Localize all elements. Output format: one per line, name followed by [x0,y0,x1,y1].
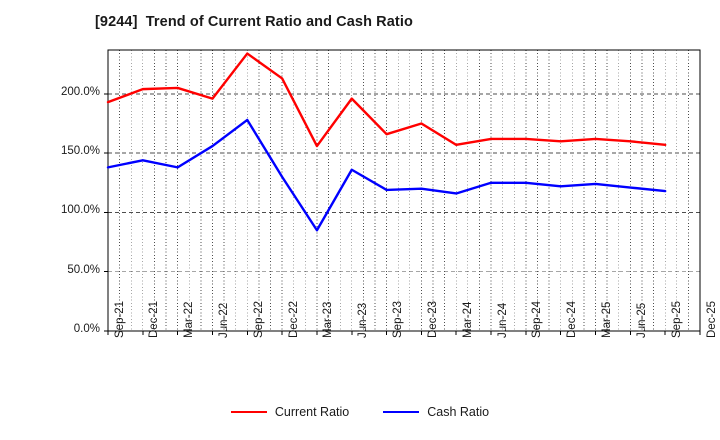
series-line-current-ratio [106,52,667,148]
x-axis-tick-label: Mar-23 [322,301,335,338]
x-axis-tick-label: Jun-22 [217,302,230,338]
x-axis-tick-label: Sep-23 [392,300,405,338]
x-axis-tick-label: Sep-22 [252,300,265,338]
x-axis-tick-label: Mar-22 [183,301,196,338]
chart-title: [9244] Trend of Current Ratio and Cash R… [95,14,413,30]
x-axis-tick-label: Dec-23 [426,300,439,338]
x-axis-tick-label: Jun-23 [357,302,370,338]
horizontal-gridlines [108,93,700,273]
x-axis-tick-label: Jun-24 [496,302,509,338]
x-axis-tick-label: Dec-22 [287,300,300,338]
legend-label: Current Ratio [274,405,350,419]
x-axis-tick-label: Mar-24 [461,301,474,338]
chart-legend: Current Ratio Cash Ratio [0,405,720,419]
x-axis-tick-label: Sep-25 [670,300,683,338]
x-axis-tick-label: Jun-25 [635,302,648,338]
legend-entry[interactable]: Cash Ratio [383,405,489,419]
series-line-cash-ratio [106,118,667,232]
y-axis-tick-label: 0.0% [73,323,100,335]
y-axis-tick-label: 200.0% [60,85,100,98]
x-axis-tick-label: Dec-21 [148,300,161,338]
y-axis-tick-label: 50.0% [67,263,100,276]
legend-label: Cash Ratio [427,405,490,419]
x-axis-tick-label: Dec-25 [705,300,718,338]
x-axis-tick-label: Mar-25 [601,301,614,338]
legend-color-swatch [230,411,267,413]
legend-color-swatch [383,411,420,413]
legend-entry[interactable]: Current Ratio [230,405,350,419]
x-axis-tick-label: Sep-21 [113,300,126,338]
y-axis-tick-label: 100.0% [60,204,100,217]
x-axis-tick-label: Dec-24 [566,300,579,338]
x-axis-tick-label: Sep-24 [531,300,544,338]
vertical-gridlines [119,50,689,331]
y-axis-tick-label: 150.0% [60,145,100,158]
